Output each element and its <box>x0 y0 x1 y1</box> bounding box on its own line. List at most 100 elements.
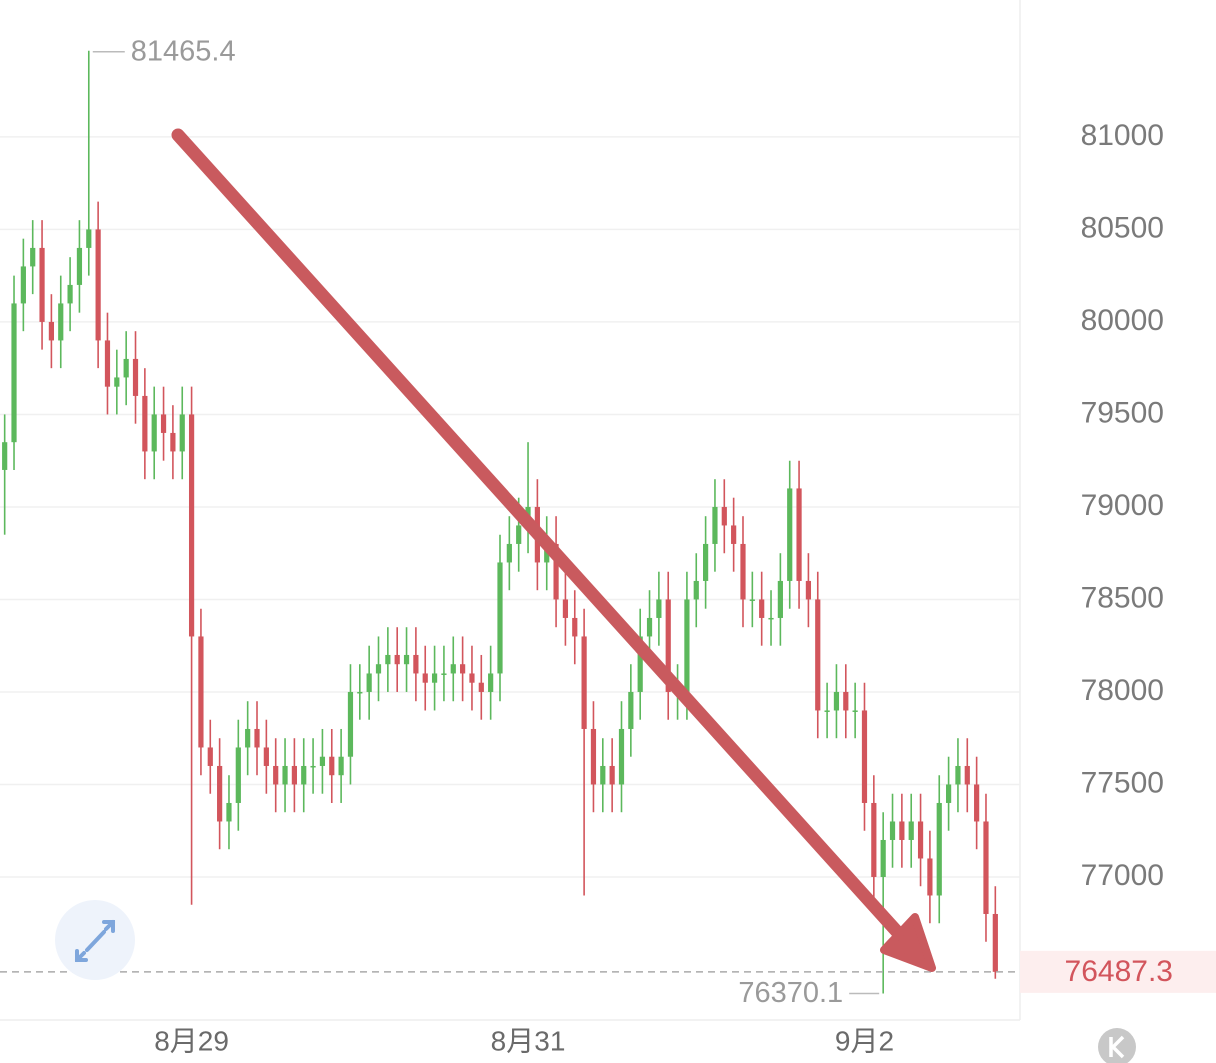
candle-body <box>852 710 858 712</box>
candle-body <box>740 543 746 600</box>
y-tick-label: 77000 <box>1081 859 1164 892</box>
candle-body <box>628 691 634 729</box>
candle-body <box>160 414 167 433</box>
candle-body <box>590 728 597 785</box>
candle-body <box>441 673 447 675</box>
candle-body <box>497 562 503 674</box>
candle-body <box>198 636 204 748</box>
candle-body <box>787 488 793 581</box>
candle-body <box>759 599 765 618</box>
candle-body <box>114 377 120 387</box>
candle-body <box>964 765 970 785</box>
candle-body <box>637 636 643 692</box>
candle-body <box>95 229 101 341</box>
candle-body <box>319 756 326 766</box>
candle-body <box>245 728 251 748</box>
candle-body <box>2 442 8 470</box>
candle-body <box>581 636 587 729</box>
trend-arrow <box>171 128 936 972</box>
candle-body <box>889 821 896 840</box>
candle-body <box>58 303 64 341</box>
candle-body <box>469 673 475 683</box>
candle-body <box>768 617 774 620</box>
candle-body <box>880 839 886 877</box>
candle-body <box>273 765 279 785</box>
candle-body <box>254 728 260 748</box>
x-tick-label: 8月29 <box>154 1025 229 1056</box>
candle-body <box>123 358 129 378</box>
candle-body <box>450 664 456 674</box>
candle-body <box>179 414 185 452</box>
candle-body <box>731 525 737 544</box>
candle-body <box>76 247 83 285</box>
candle-body <box>263 747 269 766</box>
candle-body <box>226 802 232 822</box>
candle-body <box>712 506 718 544</box>
candle-body <box>394 654 400 665</box>
x-tick-label: 9月2 <box>835 1025 894 1056</box>
candle-body <box>506 543 512 563</box>
candle-body <box>665 599 671 692</box>
candle-body <box>20 266 26 304</box>
expand-button[interactable] <box>55 900 135 980</box>
candle-body <box>347 691 354 757</box>
candle-body <box>170 432 176 452</box>
candle-body <box>11 303 17 443</box>
candle-body <box>385 654 391 665</box>
candle-body <box>310 765 316 768</box>
candle-body <box>805 580 812 600</box>
candle-body <box>553 543 559 600</box>
candle-body <box>861 710 868 803</box>
candle-body <box>67 284 73 304</box>
candle-body <box>478 682 484 692</box>
candle-body <box>572 617 578 637</box>
y-tick-label: 80500 <box>1081 211 1164 244</box>
candle-body <box>142 395 148 452</box>
candle-body <box>796 488 802 581</box>
candle-body <box>562 599 569 618</box>
candle-body <box>291 765 297 785</box>
candle-body <box>992 913 998 972</box>
candle-body <box>217 765 223 822</box>
candle-body <box>460 664 466 674</box>
candle-body <box>48 321 55 341</box>
candle-body <box>618 728 625 785</box>
max-label: 81465.4 <box>131 35 236 67</box>
candle-body <box>516 525 522 544</box>
last-price-label: 76487.3 <box>1065 955 1173 988</box>
y-tick-label: 78500 <box>1081 581 1164 614</box>
candle-body <box>301 765 307 785</box>
y-tick-label: 79500 <box>1081 396 1164 429</box>
last-price-tag <box>1020 950 1216 993</box>
candle-body <box>899 821 905 840</box>
candle-body <box>609 765 615 785</box>
candle-body <box>815 599 821 711</box>
y-tick-label: 79000 <box>1081 489 1164 522</box>
candle-body <box>188 414 195 637</box>
candle-body <box>908 821 914 840</box>
candle-body <box>927 858 933 896</box>
candle-body <box>936 802 942 896</box>
candle-body <box>824 710 830 712</box>
candle-body <box>132 358 139 396</box>
candle-body <box>357 691 363 694</box>
min-label: 76370.1 <box>738 977 843 1009</box>
candle-body <box>833 691 840 711</box>
candle-body <box>151 414 157 452</box>
candle-body <box>646 617 653 637</box>
k-button[interactable] <box>1098 1028 1136 1063</box>
candle-body <box>39 247 45 322</box>
candle-body <box>656 599 662 618</box>
candle-body <box>282 765 288 785</box>
y-tick-label: 80000 <box>1081 304 1164 337</box>
candle-body <box>917 821 924 859</box>
candle-body <box>983 821 989 914</box>
candle-body <box>86 229 92 248</box>
candle-body <box>30 247 36 267</box>
candle-body <box>104 340 111 387</box>
candle-body <box>366 673 372 692</box>
candle-body <box>843 691 849 711</box>
candle-body <box>871 802 877 877</box>
